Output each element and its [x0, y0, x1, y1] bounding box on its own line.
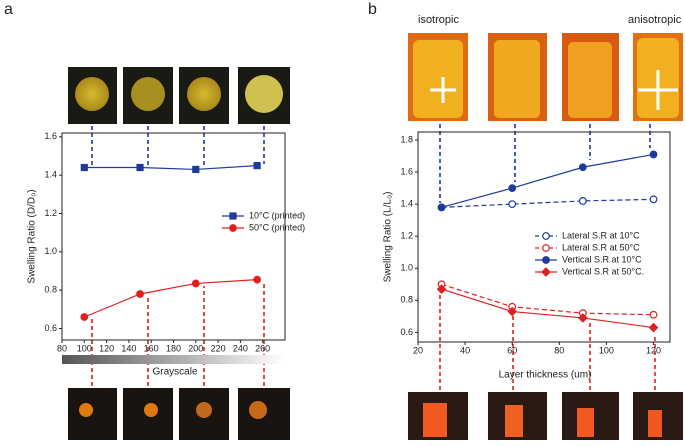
marker — [136, 290, 144, 298]
marker — [648, 322, 659, 333]
marker — [253, 161, 261, 170]
marker — [649, 195, 658, 204]
arrows — [91, 124, 656, 390]
y-tick-label: 1.4 — [44, 170, 57, 180]
y-tick-label: 0.8 — [400, 295, 413, 305]
marker — [578, 197, 587, 205]
x-tick-label: 120 — [646, 345, 661, 355]
legend-marker — [541, 267, 551, 277]
marker — [80, 313, 89, 321]
x-tick-label: 100 — [599, 345, 614, 355]
x-tick-label: 80 — [554, 345, 564, 355]
marker — [437, 203, 446, 212]
x-tick-label: 240 — [233, 343, 248, 353]
y-tick-label: 1.2 — [400, 231, 413, 241]
y-tick-label: 0.6 — [400, 327, 413, 337]
legend-label: Vertical S.R at 50°C. — [562, 266, 644, 276]
y-tick-label: 1.4 — [400, 199, 413, 209]
legend-label: 10°C (printed) — [249, 210, 305, 220]
y-tick-label: 1.0 — [400, 263, 413, 273]
series-line — [84, 279, 258, 318]
y-tick-label: 0.6 — [44, 323, 57, 333]
y-tick-label: 1.8 — [400, 134, 413, 144]
series-line — [441, 153, 654, 208]
photos — [68, 33, 683, 440]
panel-label: a — [4, 1, 13, 18]
marker — [578, 163, 587, 172]
marker — [507, 306, 518, 317]
annotation: anisotropic — [628, 14, 682, 26]
marker — [136, 163, 144, 172]
marker — [253, 275, 262, 284]
x-tick-label: 100 — [77, 343, 92, 353]
legend-label: 50°C (printed) — [249, 222, 305, 232]
x-tick-label: 200 — [188, 343, 203, 353]
legend-label: Vertical S.R at 10°C — [562, 254, 642, 264]
y-tick-label: 1.6 — [400, 166, 413, 176]
series-line — [441, 288, 654, 329]
x-axis-label: Grayscale — [152, 367, 197, 378]
x-tick-label: 260 — [255, 343, 270, 353]
x-tick-label: 120 — [99, 343, 114, 353]
marker — [578, 313, 588, 323]
series-line — [441, 198, 654, 208]
legend-marker — [542, 256, 550, 264]
x-tick-label: 80 — [57, 343, 67, 353]
legend-label: Lateral S.R at 50°C — [562, 242, 640, 252]
x-axis-label: Layer thickness (um) — [499, 370, 592, 381]
y-tick-label: 0.8 — [44, 285, 57, 295]
y-axis-label: Swelling Ratio (D/D₀) — [27, 189, 38, 283]
x-tick-label: 20 — [413, 345, 423, 355]
marker — [508, 184, 517, 193]
x-tick-label: 220 — [211, 343, 226, 353]
marker — [649, 150, 658, 159]
plot-frame — [417, 131, 671, 343]
legend-marker — [229, 212, 237, 220]
plot-frame — [61, 132, 286, 341]
legend-marker — [542, 232, 550, 240]
y-axis-label: Swelling Ratio (L/L₀) — [383, 192, 394, 283]
marker — [80, 163, 88, 172]
marker — [191, 279, 200, 288]
x-tick-label: 60 — [507, 345, 517, 355]
marker — [436, 284, 447, 294]
legend-marker — [542, 244, 550, 252]
x-tick-label: 160 — [144, 343, 159, 353]
y-tick-label: 1.6 — [44, 131, 57, 141]
y-tick-label: 1.0 — [44, 246, 57, 256]
x-tick-label: 40 — [460, 345, 470, 355]
panel-label: b — [368, 1, 377, 18]
legend-marker — [229, 224, 237, 232]
grayscale-bar — [62, 355, 285, 364]
x-tick-label: 140 — [121, 343, 136, 353]
annotation: isotropic — [418, 14, 459, 26]
y-tick-label: 1.2 — [44, 208, 57, 218]
marker — [649, 310, 658, 319]
marker — [508, 200, 517, 209]
series-line — [441, 283, 654, 316]
marker — [192, 165, 200, 174]
legend-label: Lateral S.R at 10°C — [562, 230, 640, 240]
series-line — [84, 164, 258, 171]
x-tick-label: 180 — [166, 343, 181, 353]
